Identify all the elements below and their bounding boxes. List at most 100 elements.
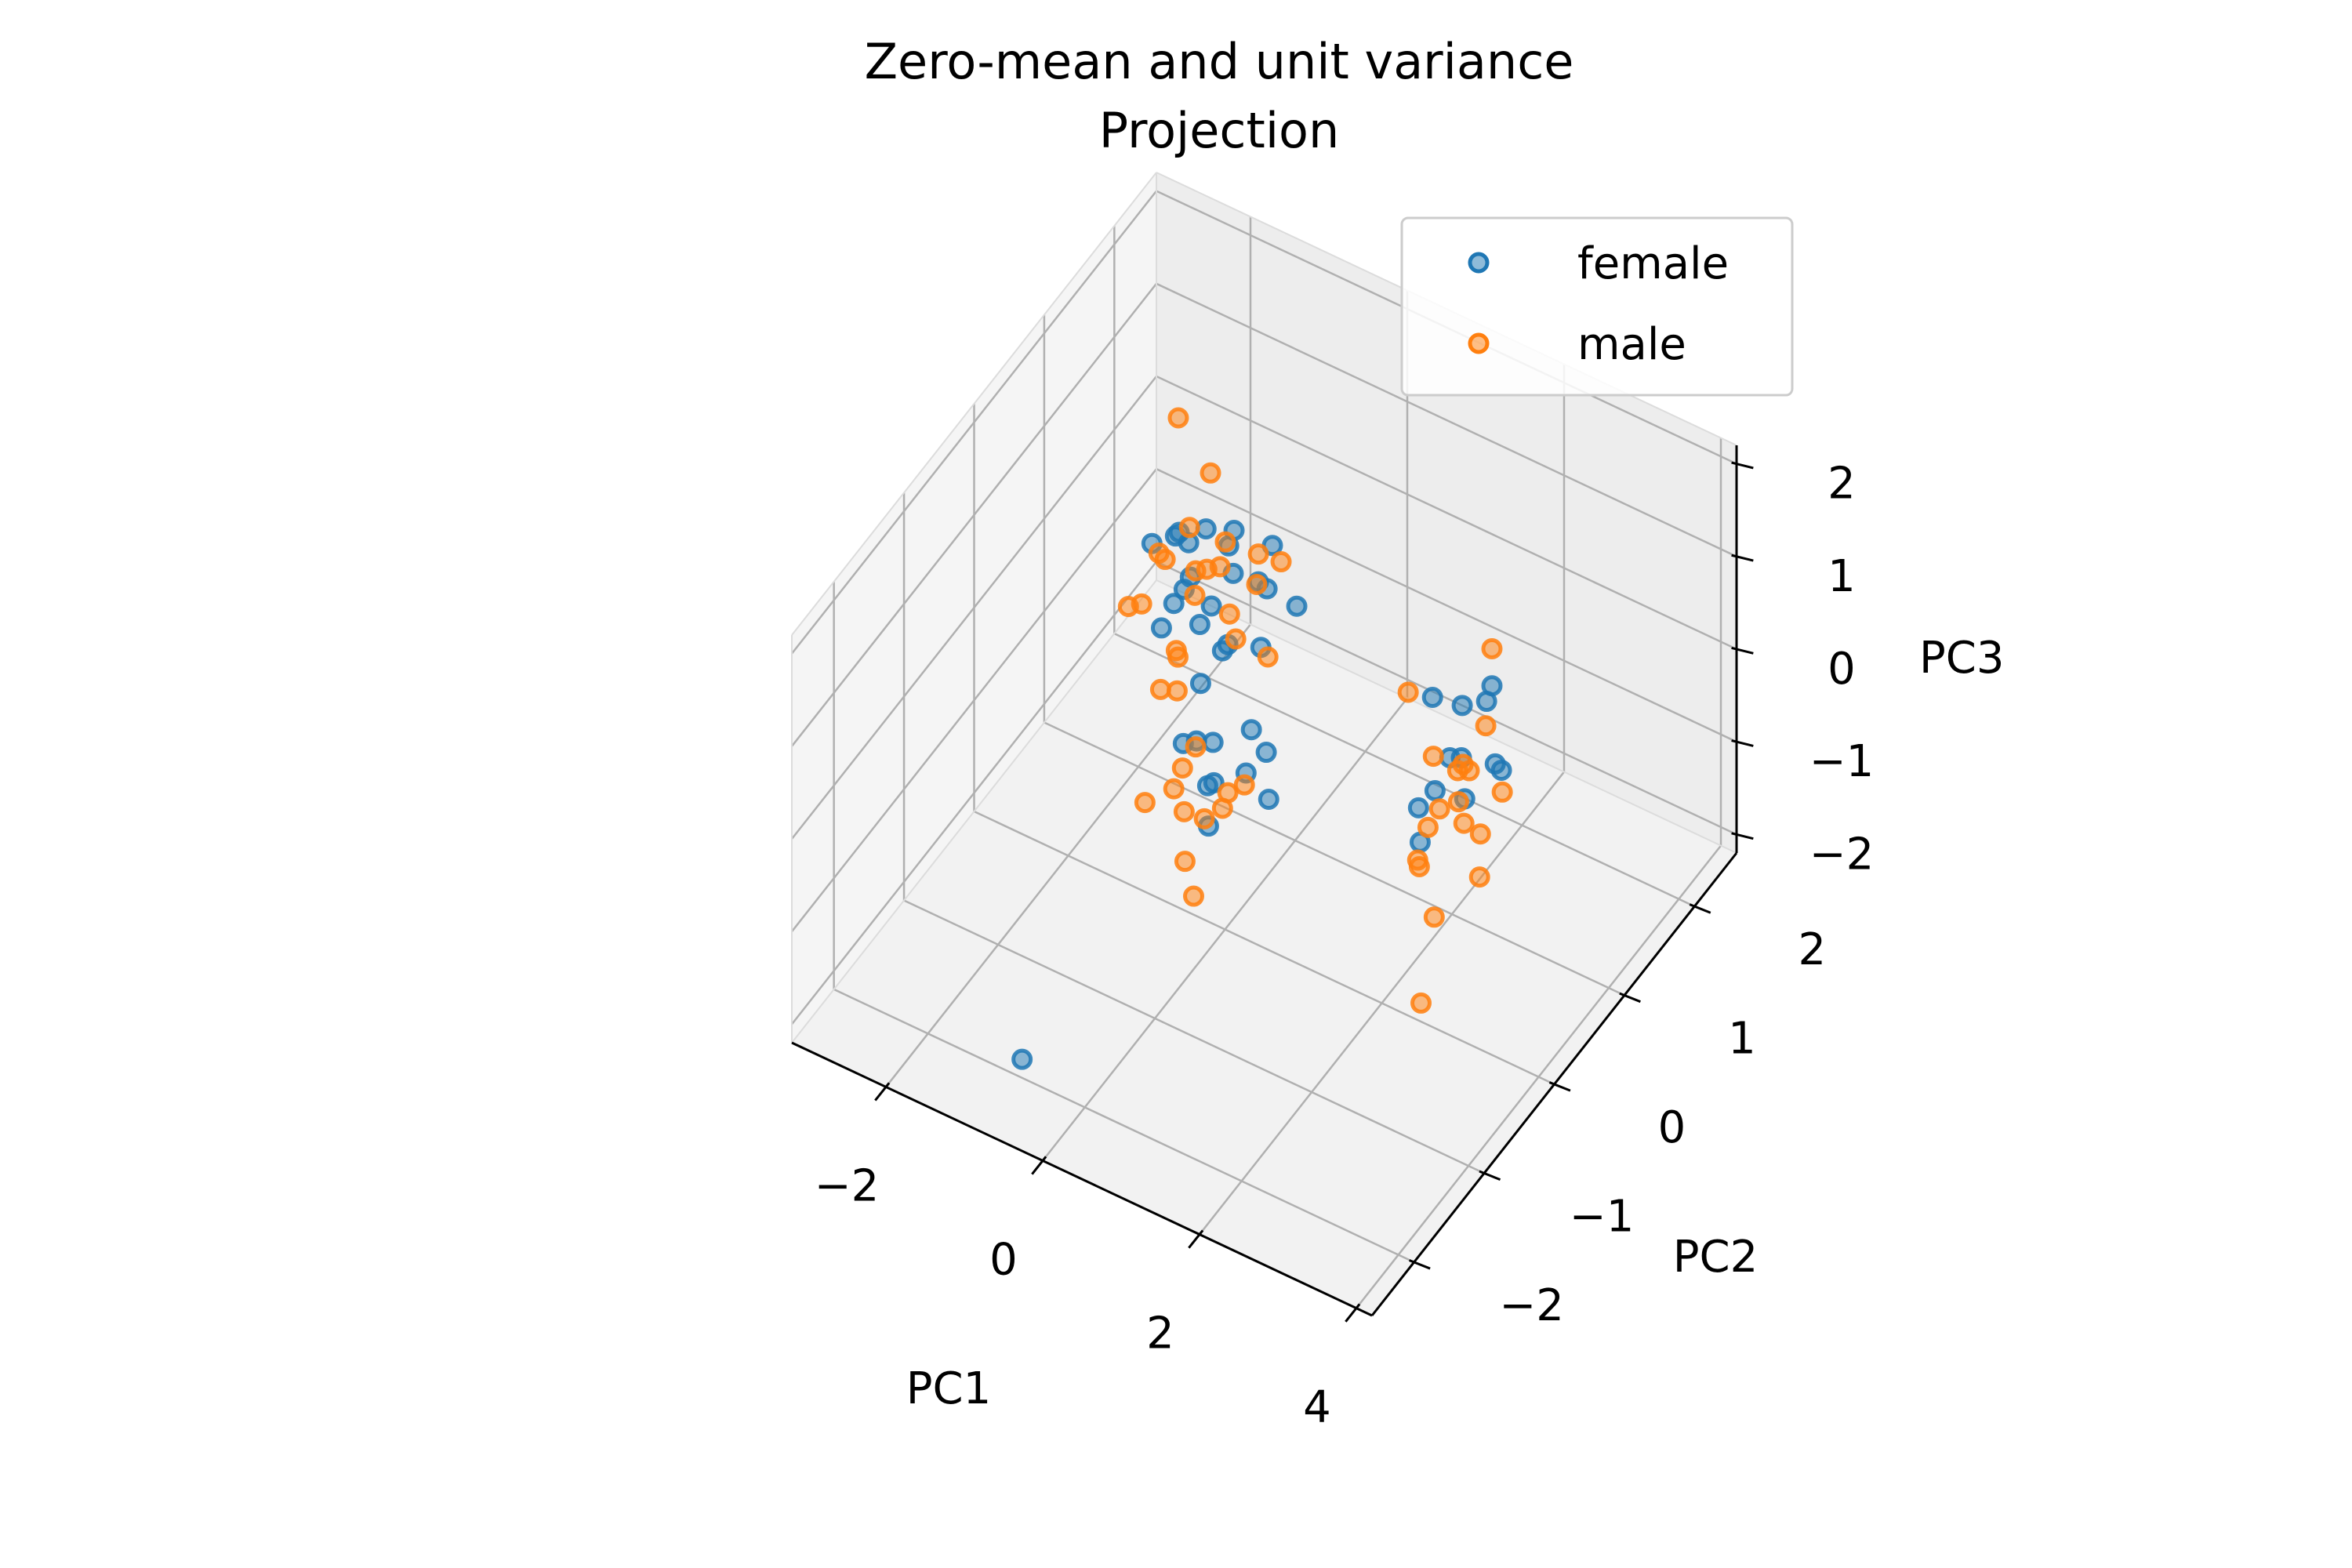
data-point-male xyxy=(1417,816,1439,838)
data-point-male xyxy=(1225,628,1247,650)
z-axis-label: PC3 xyxy=(1919,633,2005,684)
data-point-male xyxy=(1468,866,1490,888)
z-axis-tick xyxy=(1731,832,1754,840)
data-point-male xyxy=(1247,543,1269,565)
y-axis-tick-label: 2 xyxy=(1798,924,1827,975)
grid-line-z-back xyxy=(1156,375,1737,651)
data-point-male xyxy=(1491,781,1513,803)
data-point-male xyxy=(1174,851,1196,873)
y-axis-tick xyxy=(1689,903,1711,914)
data-point-female xyxy=(1240,719,1262,741)
legend-marker-male xyxy=(1468,332,1490,354)
data-point-male xyxy=(1397,681,1419,703)
data-point-male xyxy=(1154,549,1176,571)
data-point-male xyxy=(1214,531,1236,553)
data-point-female xyxy=(1407,797,1429,818)
z-axis-tick xyxy=(1731,554,1754,562)
x-axis-tick xyxy=(1188,1229,1204,1249)
grid-line-z-back xyxy=(1156,468,1737,743)
data-point-female xyxy=(1163,593,1185,615)
data-point-female xyxy=(1421,686,1443,708)
data-point-female xyxy=(1490,759,1512,781)
data-point-female xyxy=(1258,789,1279,811)
grid-line-z-left xyxy=(791,190,1157,655)
x-axis-tick-label: 4 xyxy=(1303,1382,1331,1433)
data-point-male xyxy=(1131,593,1152,615)
data-point-male xyxy=(1163,778,1185,800)
data-point-male xyxy=(1185,736,1207,758)
x-axis-line xyxy=(791,1041,1373,1317)
data-point-male xyxy=(1270,551,1292,573)
z-axis-tick-label: −1 xyxy=(1809,736,1875,787)
x-axis-tick xyxy=(874,1082,891,1102)
data-point-male xyxy=(1184,584,1206,606)
data-point-male xyxy=(1149,678,1171,700)
z-axis-tick xyxy=(1731,739,1754,747)
data-point-male xyxy=(1453,812,1475,834)
data-point-female xyxy=(1203,771,1225,793)
data-point-male xyxy=(1193,808,1215,829)
data-point-male xyxy=(1458,760,1480,782)
data-point-female xyxy=(1424,780,1446,802)
data-point-female xyxy=(1255,742,1277,764)
data-point-male xyxy=(1410,992,1432,1014)
grid-line-y-floor xyxy=(1044,721,1625,996)
y-axis-tick-label: 0 xyxy=(1658,1102,1686,1153)
data-point-female xyxy=(1189,673,1211,695)
pane-edge xyxy=(791,579,1157,1044)
data-point-male xyxy=(1475,715,1497,737)
pane-edge xyxy=(791,172,1157,636)
data-point-male xyxy=(1200,462,1221,484)
data-point-male xyxy=(1183,885,1204,907)
y-axis-tick-label: −2 xyxy=(1499,1280,1564,1331)
z-axis-tick-label: −2 xyxy=(1809,829,1875,880)
data-point-female xyxy=(1011,1048,1033,1070)
x-axis-tick-label: 0 xyxy=(989,1234,1018,1285)
data-point-male xyxy=(1428,798,1450,820)
data-point-male xyxy=(1196,558,1218,580)
data-point-male xyxy=(1233,774,1255,796)
legend-marker-female xyxy=(1468,252,1490,274)
data-point-male xyxy=(1218,603,1240,625)
z-axis-tick-label: 1 xyxy=(1828,551,1856,602)
legend-label-male: male xyxy=(1577,319,1686,370)
data-point-male xyxy=(1422,746,1444,768)
grid-line-z-left xyxy=(791,283,1157,747)
y-axis-tick-label: 1 xyxy=(1728,1014,1756,1065)
x-axis-label: PC1 xyxy=(906,1363,992,1414)
data-point-male xyxy=(1257,646,1279,668)
data-points xyxy=(1011,407,1513,1070)
data-point-female xyxy=(1189,614,1210,636)
data-point-male xyxy=(1167,646,1189,668)
grid-line-z-back xyxy=(1156,282,1737,557)
grid-line-z-left xyxy=(791,561,1157,1025)
data-point-male xyxy=(1173,800,1195,822)
grid-line-z-back xyxy=(1156,561,1737,836)
grid-line-y-floor xyxy=(833,988,1415,1264)
y-axis-tick-label: −1 xyxy=(1570,1191,1635,1242)
y-axis-label: PC2 xyxy=(1673,1232,1759,1283)
z-axis-tick xyxy=(1731,646,1754,655)
data-point-male xyxy=(1481,637,1503,659)
data-point-male xyxy=(1134,792,1156,814)
y-axis-tick xyxy=(1408,1259,1431,1270)
legend-box xyxy=(1400,216,1794,397)
y-axis-tick xyxy=(1479,1170,1501,1181)
grid-line-y-floor xyxy=(903,899,1485,1174)
data-point-male xyxy=(1423,906,1445,928)
data-point-female xyxy=(1200,595,1222,617)
data-point-male xyxy=(1178,517,1200,539)
x-axis-tick-label: 2 xyxy=(1146,1308,1174,1359)
data-point-male xyxy=(1469,823,1491,845)
legend: female male xyxy=(1400,216,1794,397)
z-axis-tick-label: 0 xyxy=(1828,644,1856,695)
data-point-male xyxy=(1167,407,1189,429)
data-point-male xyxy=(1406,849,1428,871)
grid-line-z-left xyxy=(791,376,1157,840)
x-axis-tick xyxy=(1345,1303,1361,1323)
z-axis-tick-label: 2 xyxy=(1828,459,1856,510)
data-point-male xyxy=(1246,573,1268,595)
data-point-female xyxy=(1481,675,1503,697)
x-axis-tick xyxy=(1031,1156,1047,1175)
